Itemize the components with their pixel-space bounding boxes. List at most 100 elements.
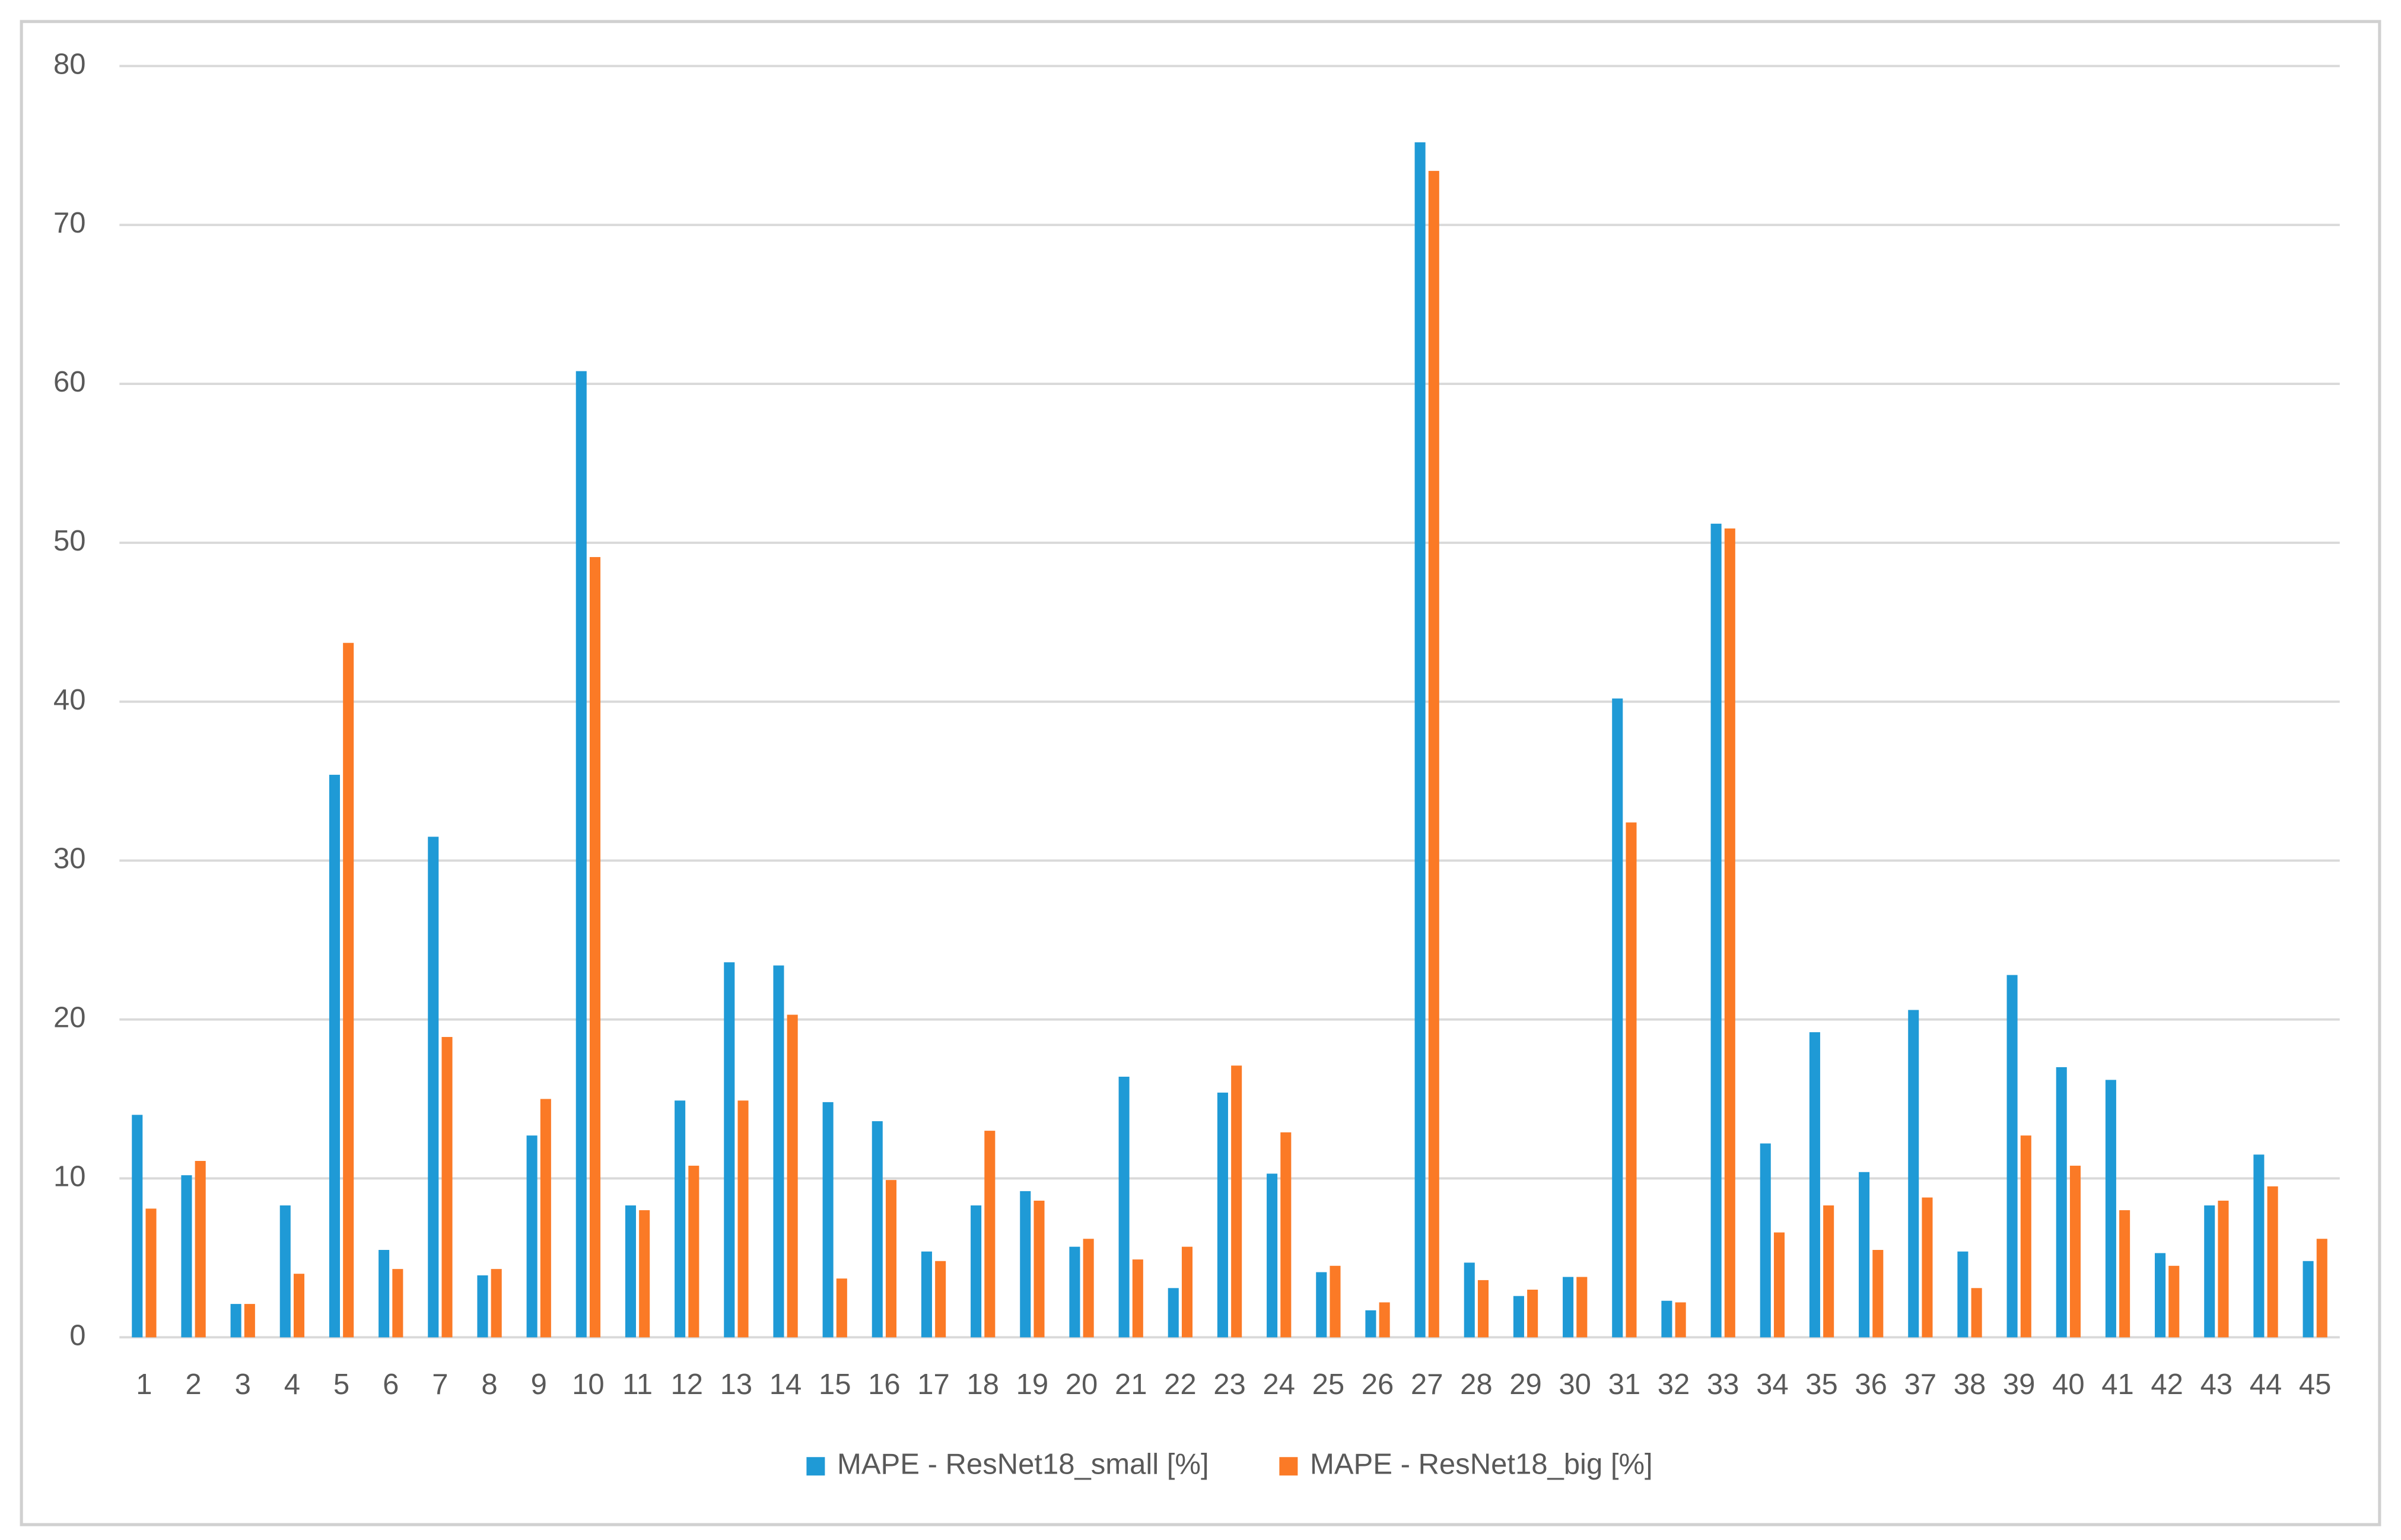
x-tick-label: 21 <box>1115 1369 1147 1401</box>
bar <box>1773 1232 1785 1338</box>
x-tick-label: 20 <box>1066 1369 1098 1401</box>
x-tick-label: 33 <box>1707 1369 1739 1401</box>
bar <box>575 371 587 1338</box>
y-tick-label: 60 <box>53 366 86 398</box>
bar <box>2056 1067 2067 1338</box>
legend-swatch <box>806 1457 825 1476</box>
bar <box>639 1210 650 1338</box>
x-tick-label: 1 <box>136 1369 152 1401</box>
x-tick-label: 40 <box>2052 1369 2085 1401</box>
bar <box>145 1208 157 1338</box>
bar <box>1823 1205 1834 1338</box>
bar <box>1365 1310 1376 1338</box>
bar <box>971 1205 982 1338</box>
bar <box>1033 1200 1045 1338</box>
x-tick-label: 28 <box>1460 1369 1493 1401</box>
bar <box>688 1166 699 1338</box>
bar <box>428 836 439 1338</box>
x-tick-label: 32 <box>1658 1369 1690 1401</box>
bar <box>379 1250 390 1338</box>
bar <box>540 1099 551 1338</box>
bar <box>441 1037 453 1338</box>
x-tick-label: 42 <box>2151 1369 2183 1401</box>
bar <box>244 1304 255 1338</box>
bar <box>787 1014 798 1338</box>
bar <box>2020 1135 2031 1338</box>
bar <box>984 1131 996 1338</box>
bar <box>392 1269 403 1338</box>
x-tick-label: 15 <box>819 1369 851 1401</box>
bar <box>1971 1288 1982 1338</box>
bar <box>1477 1280 1489 1338</box>
bar <box>1379 1302 1390 1338</box>
x-tick-label: 13 <box>720 1369 753 1401</box>
bar <box>1527 1289 1538 1338</box>
bar <box>1083 1239 1094 1338</box>
bar <box>921 1251 932 1338</box>
x-tick-label: 45 <box>2299 1369 2332 1401</box>
x-tick-label: 18 <box>966 1369 999 1401</box>
bar <box>1576 1277 1588 1338</box>
bar <box>1710 523 1722 1338</box>
bar <box>329 775 340 1338</box>
x-tick-label: 2 <box>185 1369 201 1401</box>
bar <box>195 1161 206 1338</box>
bar <box>2267 1186 2278 1338</box>
bar <box>836 1278 847 1338</box>
x-tick-label: 7 <box>432 1369 448 1401</box>
bar <box>2316 1239 2327 1338</box>
bar <box>2119 1210 2130 1338</box>
x-tick-label: 3 <box>235 1369 251 1401</box>
y-tick-label: 30 <box>53 843 86 875</box>
x-tick-label: 8 <box>481 1369 497 1401</box>
x-tick-label: 44 <box>2250 1369 2282 1401</box>
bar <box>1280 1132 1292 1338</box>
bar <box>737 1100 749 1338</box>
bar <box>1626 822 1637 1338</box>
x-tick-label: 27 <box>1411 1369 1443 1401</box>
bar <box>526 1135 538 1338</box>
bar <box>1859 1172 1870 1338</box>
bar <box>935 1261 946 1338</box>
x-tick-label: 11 <box>622 1369 653 1401</box>
bar <box>279 1205 291 1338</box>
bar <box>872 1121 883 1338</box>
bar <box>132 1115 143 1338</box>
bar <box>230 1304 241 1338</box>
y-tick-label: 40 <box>53 684 86 716</box>
x-tick-label: 35 <box>1805 1369 1838 1401</box>
bar <box>1661 1300 1672 1338</box>
bar <box>477 1275 488 1338</box>
bar <box>2105 1080 2116 1338</box>
y-tick-label: 0 <box>69 1319 85 1351</box>
bar <box>1513 1296 1524 1338</box>
bar <box>1563 1277 1574 1338</box>
bar <box>675 1100 686 1338</box>
bar <box>1724 528 1735 1338</box>
chart-border <box>20 20 2381 1526</box>
x-tick-label: 37 <box>1904 1369 1937 1401</box>
bar <box>1118 1077 1130 1338</box>
x-tick-label: 25 <box>1312 1369 1345 1401</box>
bar <box>1231 1065 1242 1338</box>
x-tick-label: 10 <box>572 1369 605 1401</box>
y-tick-label: 50 <box>53 525 86 557</box>
x-tick-label: 14 <box>769 1369 802 1401</box>
bar <box>343 642 354 1338</box>
bar <box>2204 1205 2215 1338</box>
legend-label: MAPE - ResNet18_big [%] <box>1310 1449 1653 1481</box>
bar <box>2168 1265 2180 1338</box>
bar <box>1330 1265 1341 1338</box>
bar <box>1612 698 1623 1338</box>
x-tick-label: 9 <box>531 1369 547 1401</box>
bar <box>2253 1154 2265 1338</box>
bar <box>1020 1191 1031 1338</box>
bar <box>1760 1143 1771 1338</box>
bar <box>822 1102 834 1338</box>
legend-swatch <box>1279 1457 1298 1476</box>
bar <box>2155 1253 2166 1338</box>
y-tick-label: 70 <box>53 207 86 239</box>
bar <box>293 1274 305 1338</box>
x-tick-label: 24 <box>1262 1369 1295 1401</box>
